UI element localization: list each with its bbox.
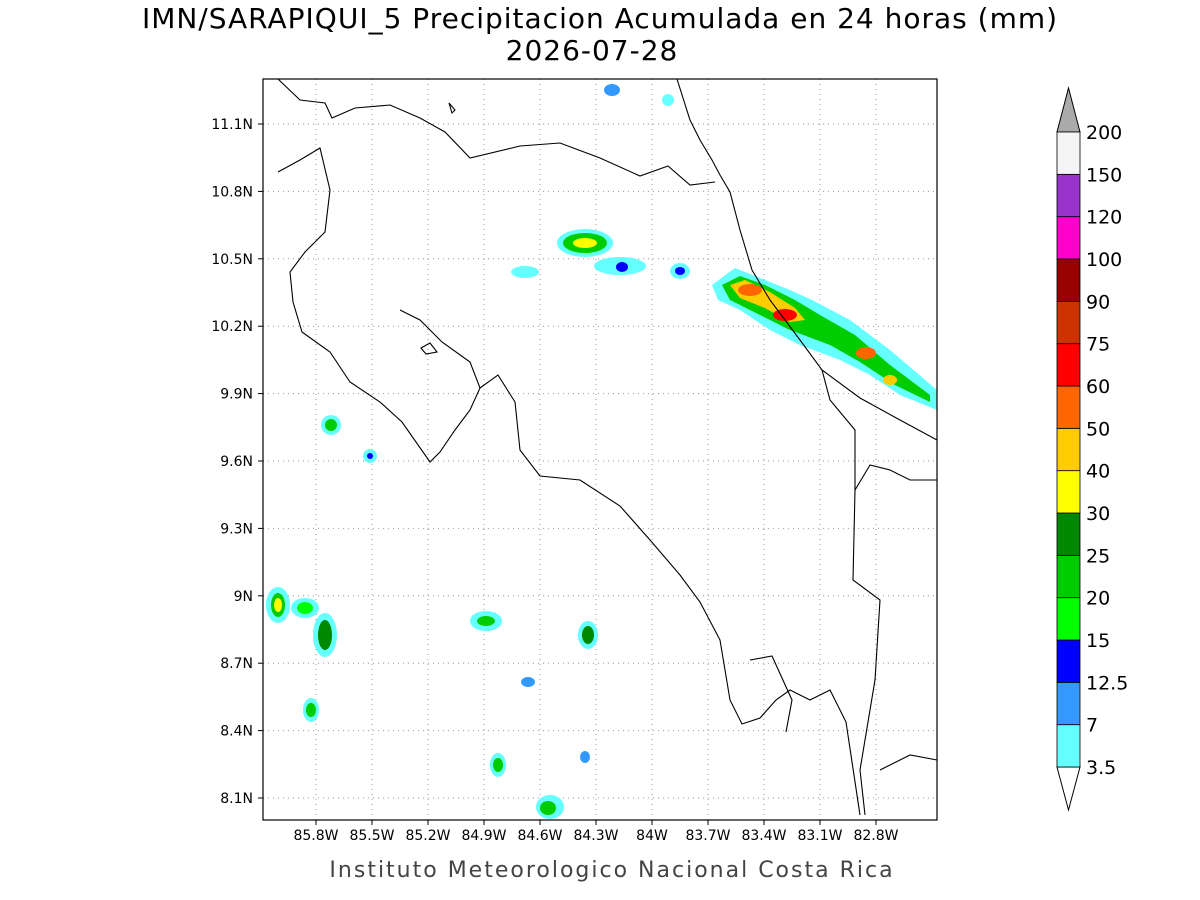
- colorbar-label: 25: [1086, 545, 1110, 567]
- lat-tick-label: 9N: [234, 589, 253, 605]
- lon-tick-label: 85.5W: [349, 828, 394, 844]
- title: IMN/SARAPIQUI_5 Precipitacion Acumulada …: [142, 2, 1058, 35]
- colorbar-box: [1056, 639, 1081, 683]
- lat-tick-label: 8.4N: [220, 724, 253, 740]
- lon-tick-label: 84.3W: [573, 828, 618, 844]
- colorbar-label: 150: [1086, 164, 1122, 186]
- colorbar-label: 15: [1086, 630, 1110, 652]
- colorbar-over: [1056, 86, 1081, 133]
- grid: [263, 79, 937, 820]
- lon-tick-label: 83.1W: [797, 828, 842, 844]
- lat-tick-label: 9.9N: [220, 387, 253, 403]
- lon-tick-label: 83.4W: [741, 828, 786, 844]
- lat-tick-label: 11.1N: [211, 117, 253, 133]
- lat-tick-label: 10.8N: [211, 184, 253, 200]
- colorbar-label: 20: [1086, 588, 1110, 610]
- precipitation: [266, 84, 937, 819]
- colorbar-box: [1056, 470, 1081, 514]
- footer: Instituto Meteorologico Nacional Costa R…: [329, 858, 894, 883]
- lon-tick-label: 82.8W: [853, 828, 898, 844]
- axis-ticks: 85.8W 85.5W 85.2W 84.9W 84.6W 84.3W 84W 83.7W 83…: [211, 117, 898, 844]
- lat-tick-label: 8.1N: [220, 791, 253, 807]
- lon-tick-label: 84.6W: [517, 828, 562, 844]
- colorbar-box: [1056, 343, 1081, 387]
- colorbar-under: [1056, 766, 1081, 812]
- lon-tick-label: 85.8W: [293, 828, 338, 844]
- colorbar-box: [1056, 681, 1081, 726]
- colorbar-box: [1056, 427, 1081, 472]
- lat-tick-label: 9.6N: [220, 454, 253, 470]
- colorbar-box: [1056, 131, 1081, 175]
- colorbar-box: [1056, 554, 1081, 599]
- lon-tick-label: 83.7W: [685, 828, 730, 844]
- colorbar: 3.5 7 12.5 15 20 25 30 40 50 60 75 90 100 120 150 200: [1056, 86, 1128, 812]
- lon-tick-label: 85.2W: [405, 828, 450, 844]
- colorbar-label: 50: [1086, 418, 1110, 440]
- subtitle: 2026-07-28: [506, 34, 679, 67]
- colorbar-label: 7: [1086, 715, 1098, 737]
- lat-tick-label: 10.5N: [211, 252, 253, 268]
- lon-tick-label: 84W: [636, 828, 668, 844]
- colorbar-box: [1056, 385, 1081, 429]
- lat-tick-label: 10.2N: [211, 319, 253, 335]
- colorbar-box: [1056, 300, 1081, 345]
- colorbar-box: [1056, 258, 1081, 302]
- colorbar-box: [1056, 512, 1081, 556]
- colorbar-label: 60: [1086, 376, 1110, 398]
- colorbar-label: 3.5: [1086, 757, 1116, 779]
- colorbar-label: 30: [1086, 503, 1110, 525]
- colorbar-label: 90: [1086, 291, 1110, 313]
- colorbar-box: [1056, 216, 1081, 260]
- colorbar-box: [1056, 597, 1081, 641]
- colorbar-label: 12.5: [1086, 672, 1128, 694]
- colorbar-box: [1056, 173, 1081, 218]
- colorbar-label: 120: [1086, 207, 1122, 229]
- colorbar-label: 100: [1086, 249, 1122, 271]
- lat-tick-label: 9.3N: [220, 521, 253, 537]
- lon-tick-label: 84.9W: [461, 828, 506, 844]
- lat-tick-label: 8.7N: [220, 656, 253, 672]
- plot-frame: [262, 78, 938, 821]
- colorbar-label: 75: [1086, 334, 1110, 356]
- colorbar-label: 40: [1086, 461, 1110, 483]
- colorbar-label: 200: [1086, 122, 1122, 144]
- coastlines: [277, 78, 938, 816]
- colorbar-box: [1056, 724, 1081, 768]
